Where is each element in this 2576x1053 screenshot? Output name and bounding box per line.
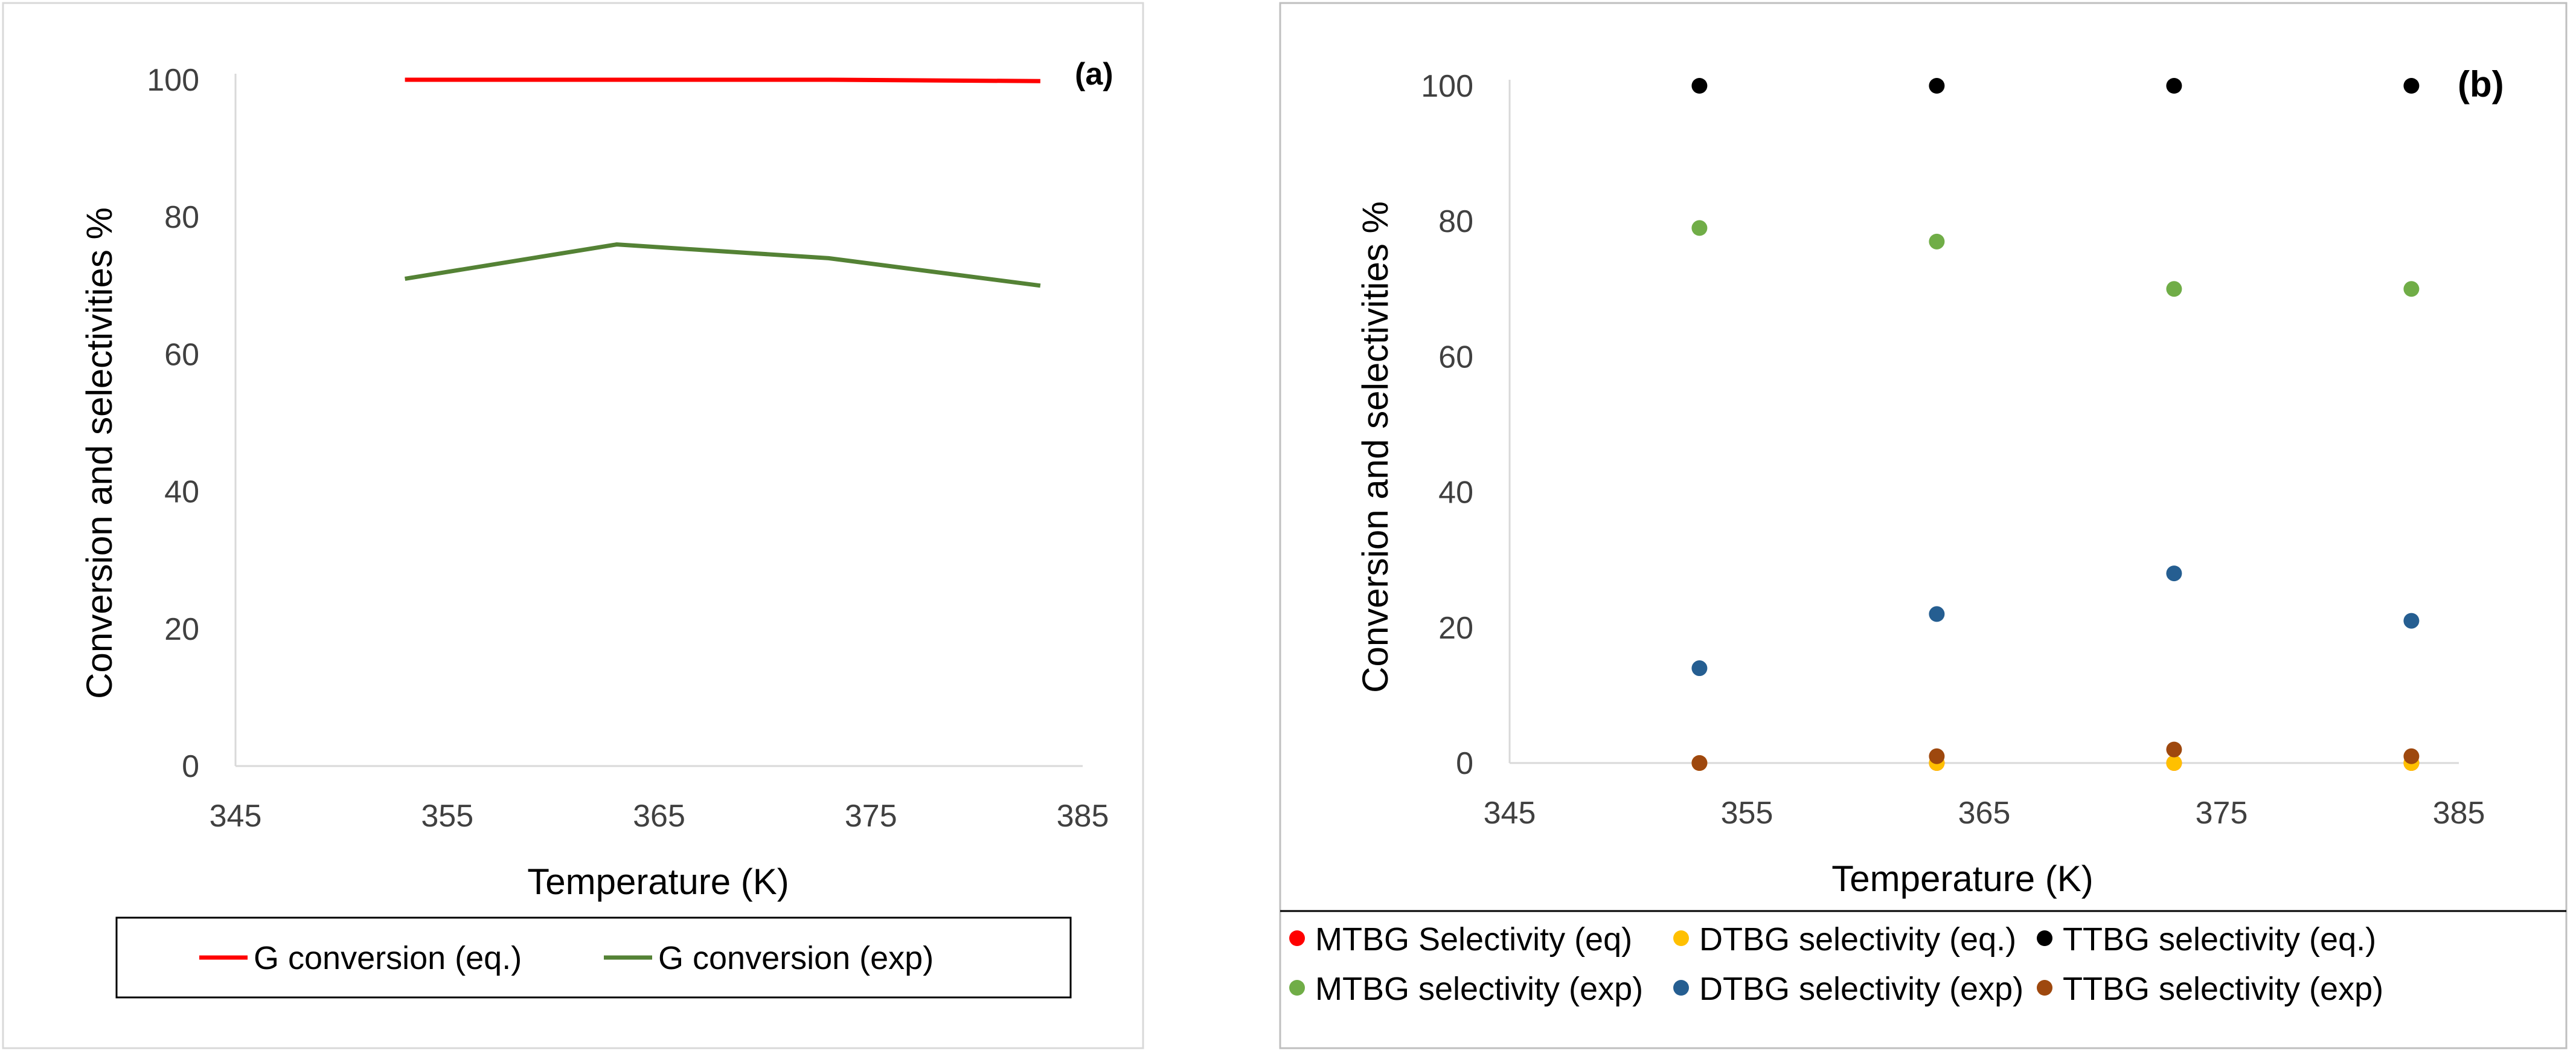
b-y-tick-label: 40: [1438, 475, 1473, 510]
chart-a-y-axis-label: Conversion and selectivities %: [79, 207, 120, 699]
b-point-ttbg-selectivity-exp: [2403, 748, 2420, 764]
b-legend-marker-dtbg-selectivity-exp: [1673, 980, 1689, 996]
b-legend-marker-dtbg-selectivity-eq: [1673, 930, 1689, 946]
b-legend-label-ttbg-selectivity-eq: TTBG selectivity (eq.): [2063, 921, 2376, 958]
chart-b-series: [1691, 78, 2420, 771]
a-y-tick-label: 40: [164, 475, 199, 510]
chart-a-axes: [234, 74, 1083, 767]
chart-a-legend: G conversion (eq.) G conversion (exp): [115, 916, 1072, 999]
a-x-tick-label: 345: [210, 799, 262, 834]
b-y-tick-label: 60: [1438, 340, 1473, 375]
chart-a: 0 20 40 60 80 100 345 355 365 375 385 (a) Tempera…: [2, 2, 1144, 1049]
b-x-tick-label: 365: [1958, 796, 2011, 831]
a-x-tick-label: 385: [1057, 799, 1109, 834]
b-point-dtbg-selectivity-eq: [2166, 755, 2182, 771]
a-legend-label-g-conversion-eq: G conversion (eq.): [254, 940, 522, 976]
a-x-tick-label: 375: [845, 799, 897, 834]
b-x-tick-label: 355: [1721, 796, 1773, 831]
b-point-ttbg-selectivity-eq: [1929, 78, 1945, 94]
b-point-ttbg-selectivity-eq: [1691, 78, 1708, 94]
b-legend-label-mtbg-selectivity-eq: MTBG Selectivity (eq): [1315, 921, 1632, 958]
b-point-mtbg-selectivity-exp: [2166, 281, 2182, 297]
a-x-tick-label: 355: [421, 799, 473, 834]
b-x-tick-label: 385: [2433, 796, 2485, 831]
chart-b-x-ticks: 345 355 365 375 385: [1484, 796, 2485, 831]
b-point-mtbg-selectivity-exp: [1691, 220, 1708, 236]
b-legend-label-ttbg-selectivity-exp: TTBG selectivity (exp): [2063, 971, 2383, 1007]
b-point-mtbg-selectivity-exp: [1929, 233, 1945, 250]
b-y-tick-label: 0: [1456, 746, 1473, 781]
b-y-tick-label: 100: [1421, 69, 1473, 104]
chart-a-legend-box: [115, 916, 1072, 999]
a-legend-label-g-conversion-exp: G conversion (exp): [658, 940, 934, 976]
b-y-tick-label: 20: [1438, 611, 1473, 646]
chart-b-border: [1279, 2, 2568, 1049]
chart-b-legend: MTBG Selectivity (eq) DTBG selectivity (e…: [1289, 921, 2383, 1007]
chart-b-y-ticks: 0 20 40 60 80 100: [1421, 69, 1473, 781]
b-y-tick-label: 80: [1438, 204, 1473, 239]
b-legend-marker-ttbg-selectivity-eq: [2037, 930, 2052, 946]
a-y-tick-label: 60: [164, 337, 199, 372]
chart-a-x-ticks: 345 355 365 375 385: [210, 799, 1109, 834]
b-point-dtbg-selectivity-exp: [2403, 613, 2420, 629]
a-y-tick-label: 20: [164, 612, 199, 647]
chart-a-x-axis-label: Temperature (K): [527, 861, 789, 902]
a-y-tick-label: 80: [164, 200, 199, 235]
chart-b-axes: [1508, 80, 2459, 764]
b-legend-label-dtbg-selectivity-eq: DTBG selectivity (eq.): [1699, 921, 2016, 958]
chart-a-series: [405, 77, 1041, 288]
b-legend-marker-mtbg-selectivity-eq: [1289, 930, 1305, 946]
chart-b-panel-label: (b): [2458, 64, 2504, 105]
b-legend-marker-ttbg-selectivity-exp: [2037, 980, 2052, 996]
b-x-tick-label: 345: [1484, 796, 1536, 831]
chart-a-y-ticks: 0 20 40 60 80 100: [147, 63, 199, 784]
a-series-line-g-conversion-exp: [405, 242, 1041, 288]
b-point-ttbg-selectivity-exp: [1691, 755, 1708, 771]
b-legend-label-dtbg-selectivity-exp: DTBG selectivity (exp): [1699, 971, 2023, 1007]
a-x-tick-label: 365: [633, 799, 685, 834]
a-y-tick-label: 100: [147, 63, 199, 98]
b-legend-label-mtbg-selectivity-exp: MTBG selectivity (exp): [1315, 971, 1643, 1007]
b-point-ttbg-selectivity-exp: [1929, 748, 1945, 764]
b-point-ttbg-selectivity-exp: [2166, 741, 2182, 758]
b-point-ttbg-selectivity-eq: [2166, 78, 2182, 94]
a-y-tick-label: 0: [182, 749, 199, 784]
chart-b-x-axis-label: Temperature (K): [1831, 858, 2093, 899]
b-point-ttbg-selectivity-eq: [2403, 78, 2420, 94]
chart-a-panel-label: (a): [1075, 57, 1113, 92]
chart-b: 0 20 40 60 80 100 345 355 365 375 385 (b) Tempera…: [1279, 2, 2568, 1049]
chart-a-border: [2, 2, 1144, 1049]
b-legend-marker-mtbg-selectivity-exp: [1289, 980, 1305, 996]
a-series-line-g-conversion-eq: [405, 77, 1040, 83]
b-point-dtbg-selectivity-exp: [2166, 565, 2182, 582]
b-point-mtbg-selectivity-exp: [2403, 281, 2420, 297]
b-point-dtbg-selectivity-exp: [1691, 660, 1708, 677]
b-x-tick-label: 375: [2196, 796, 2248, 831]
chart-b-y-axis-label: Conversion and selectivities %: [1355, 201, 1395, 693]
b-point-dtbg-selectivity-exp: [1929, 606, 1945, 622]
